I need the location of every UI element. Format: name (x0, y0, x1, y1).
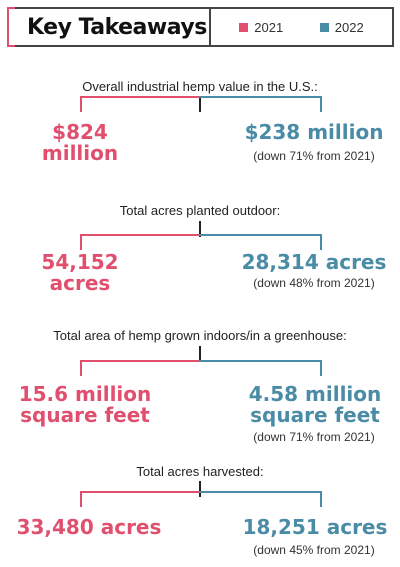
value-2022: 4.58 million square feet (248, 382, 382, 427)
legend-item-2022: 2022 (319, 19, 364, 35)
section-question: Total acres harvested: (136, 464, 264, 479)
section-question: Total area of hemp grown indoors/in a gr… (53, 328, 347, 343)
header-bar: Key Takeaways 2021 2022 (7, 7, 394, 47)
change-note: (down 71% from 2021) (253, 430, 375, 444)
legend-swatch-2022 (319, 22, 329, 32)
value-2021: 33,480 acres (16, 515, 162, 539)
value-2022: 18,251 acres (242, 515, 388, 539)
bracket-2022 (200, 491, 322, 507)
section-question: Total acres planted outdoor: (119, 203, 281, 218)
value-2021: 15.6 million square feet (18, 382, 152, 427)
bracket-2022 (200, 96, 322, 112)
bracket-2021 (80, 96, 200, 112)
bracket-2021 (80, 360, 200, 376)
header-title-box: Key Takeaways (7, 7, 209, 47)
change-note: (down 71% from 2021) (253, 149, 375, 163)
bracket-2022 (200, 234, 322, 250)
value-2021: 54,152 acres (41, 250, 119, 295)
legend-swatch-2021 (239, 22, 249, 32)
value-2021: $824 million (41, 120, 119, 165)
page-title: Key Takeaways (27, 14, 207, 40)
bracket-2022 (200, 360, 322, 376)
bracket-2021 (80, 234, 200, 250)
value-2022: 28,314 acres (241, 250, 387, 274)
bracket-stem (199, 481, 201, 497)
change-note: (down 48% from 2021) (253, 276, 375, 290)
bracket-stem (199, 221, 201, 237)
legend-label-2022: 2022 (334, 19, 364, 35)
bracket-stem (199, 346, 201, 362)
legend-label-2021: 2021 (254, 19, 284, 35)
legend-item-2021: 2021 (239, 20, 283, 35)
bracket-2021 (80, 491, 200, 507)
bracket-stem (199, 96, 201, 112)
legend: 2021 2022 (209, 9, 392, 45)
section-question: Overall industrial hemp value in the U.S… (82, 79, 318, 94)
value-2022: $238 million (244, 120, 384, 144)
change-note: (down 45% from 2021) (253, 543, 375, 557)
